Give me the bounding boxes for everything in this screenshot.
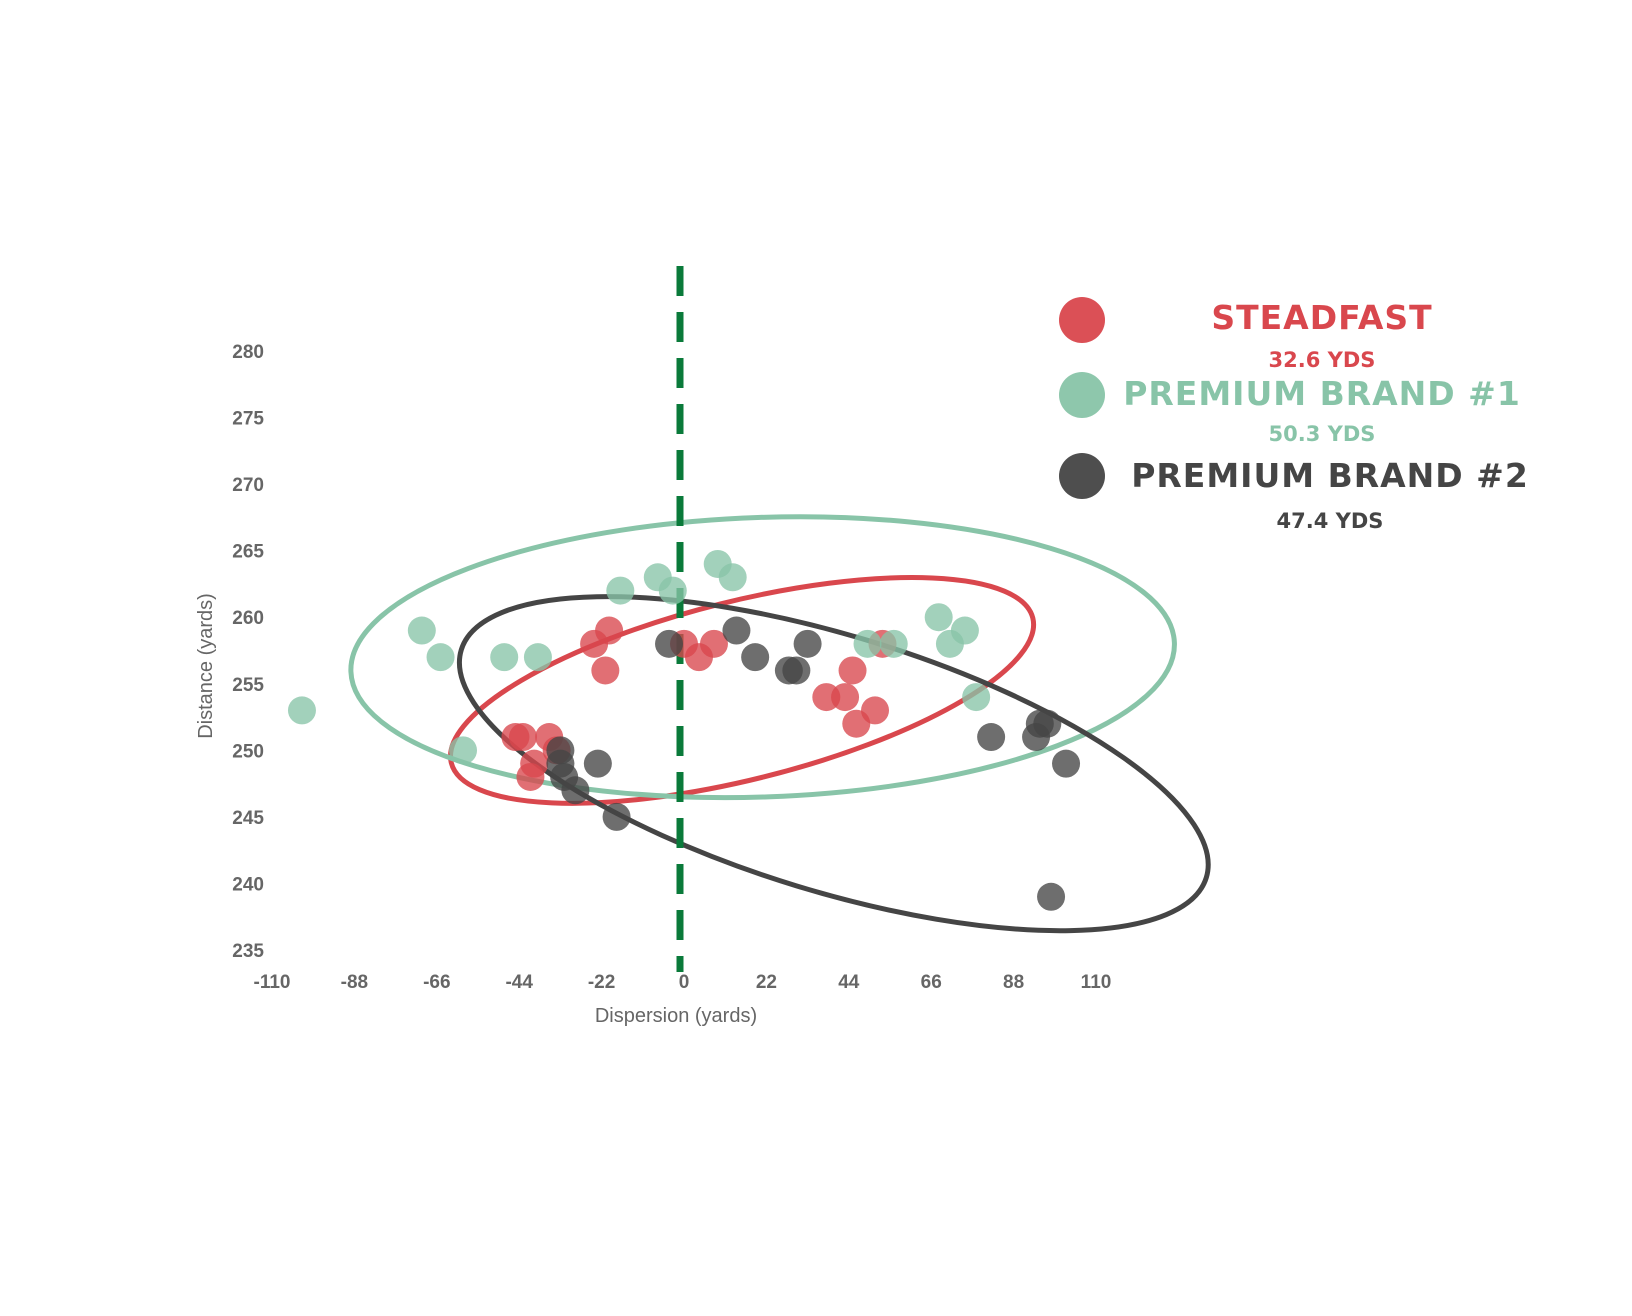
legend-label-3: PREMIUM BRAND #2 bbox=[1131, 456, 1529, 495]
legend-summary-3: 47.4 YDS bbox=[1277, 509, 1384, 533]
y-axis-ticks: 280 275 270 265 260 255 250 245 240 235 bbox=[232, 342, 264, 962]
data-point-series-1 bbox=[699, 629, 728, 658]
data-point-series-3 bbox=[655, 629, 684, 658]
data-point-series-2 bbox=[523, 643, 552, 672]
legend-marker-1 bbox=[1059, 297, 1105, 343]
axis-layer: 280 275 270 265 260 255 250 245 240 235 -110 -88 -6… bbox=[195, 342, 1111, 1027]
data-point-series-1 bbox=[861, 696, 890, 725]
data-point-series-3 bbox=[741, 643, 770, 672]
data-point-series-2 bbox=[449, 736, 478, 765]
data-point-series-2 bbox=[658, 576, 687, 605]
y-axis-title: Distance (yards) bbox=[195, 593, 217, 739]
x-tick-label: -66 bbox=[423, 972, 450, 993]
x-axis-title: Dispersion (yards) bbox=[595, 1005, 757, 1027]
data-point-series-1 bbox=[520, 749, 549, 778]
dispersion-ellipse-2 bbox=[348, 514, 1177, 801]
y-tick-label: 260 bbox=[232, 608, 264, 629]
x-tick-label: -110 bbox=[254, 972, 291, 993]
x-tick-label: -22 bbox=[588, 972, 615, 993]
data-point-series-3 bbox=[602, 802, 631, 831]
data-point-series-2 bbox=[426, 643, 455, 672]
y-tick-label: 245 bbox=[232, 808, 264, 829]
x-tick-label: 0 bbox=[679, 972, 690, 993]
x-tick-label: 44 bbox=[838, 972, 860, 993]
data-point-layer bbox=[287, 549, 1081, 911]
data-point-series-1 bbox=[838, 656, 867, 685]
y-tick-label: 250 bbox=[232, 741, 264, 762]
data-point-series-3 bbox=[561, 776, 590, 805]
y-tick-label: 255 bbox=[232, 675, 264, 696]
data-point-series-3 bbox=[977, 723, 1006, 752]
legend-label-1: STEADFAST bbox=[1211, 298, 1432, 337]
legend-summary-2: 50.3 YDS bbox=[1269, 422, 1376, 446]
data-point-series-2 bbox=[718, 563, 747, 592]
data-point-series-2 bbox=[950, 616, 979, 645]
data-point-series-1 bbox=[595, 616, 624, 645]
y-tick-label: 280 bbox=[232, 342, 264, 363]
x-axis-ticks: -110 -88 -66 -44 -22 0 22 44 66 88 110 bbox=[254, 972, 1112, 993]
y-tick-label: 270 bbox=[232, 475, 264, 496]
legend-marker-3 bbox=[1059, 453, 1105, 499]
y-tick-label: 235 bbox=[232, 941, 264, 962]
data-point-series-2 bbox=[853, 629, 882, 658]
data-point-series-3 bbox=[583, 749, 612, 778]
data-point-series-2 bbox=[879, 629, 908, 658]
data-point-series-2 bbox=[606, 576, 635, 605]
data-point-series-2 bbox=[490, 643, 519, 672]
data-point-series-1 bbox=[591, 656, 620, 685]
y-tick-label: 265 bbox=[232, 542, 264, 563]
x-tick-label: 110 bbox=[1081, 972, 1112, 993]
legend-marker-2 bbox=[1059, 372, 1105, 418]
x-tick-label: 66 bbox=[921, 972, 942, 993]
x-tick-label: 22 bbox=[756, 972, 777, 993]
legend-summary-1: 32.6 YDS bbox=[1269, 348, 1376, 372]
data-point-series-2 bbox=[287, 696, 316, 725]
data-point-series-3 bbox=[1033, 709, 1062, 738]
y-tick-label: 240 bbox=[232, 874, 264, 895]
legend-label-2: PREMIUM BRAND #1 bbox=[1123, 374, 1521, 413]
x-tick-label: -44 bbox=[505, 972, 533, 993]
data-point-series-3 bbox=[1037, 882, 1066, 911]
data-point-series-2 bbox=[962, 683, 991, 712]
data-point-series-2 bbox=[407, 616, 436, 645]
x-tick-label: -88 bbox=[341, 972, 368, 993]
data-point-series-1 bbox=[831, 683, 860, 712]
dispersion-ellipse-layer bbox=[348, 514, 1211, 934]
data-point-series-3 bbox=[782, 656, 811, 685]
y-tick-label: 275 bbox=[232, 409, 264, 430]
data-point-series-3 bbox=[793, 629, 822, 658]
data-point-series-2 bbox=[924, 603, 953, 632]
data-point-series-3 bbox=[1052, 749, 1081, 778]
x-tick-label: 88 bbox=[1003, 972, 1024, 993]
data-point-series-3 bbox=[722, 616, 751, 645]
data-point-series-1 bbox=[508, 723, 537, 752]
